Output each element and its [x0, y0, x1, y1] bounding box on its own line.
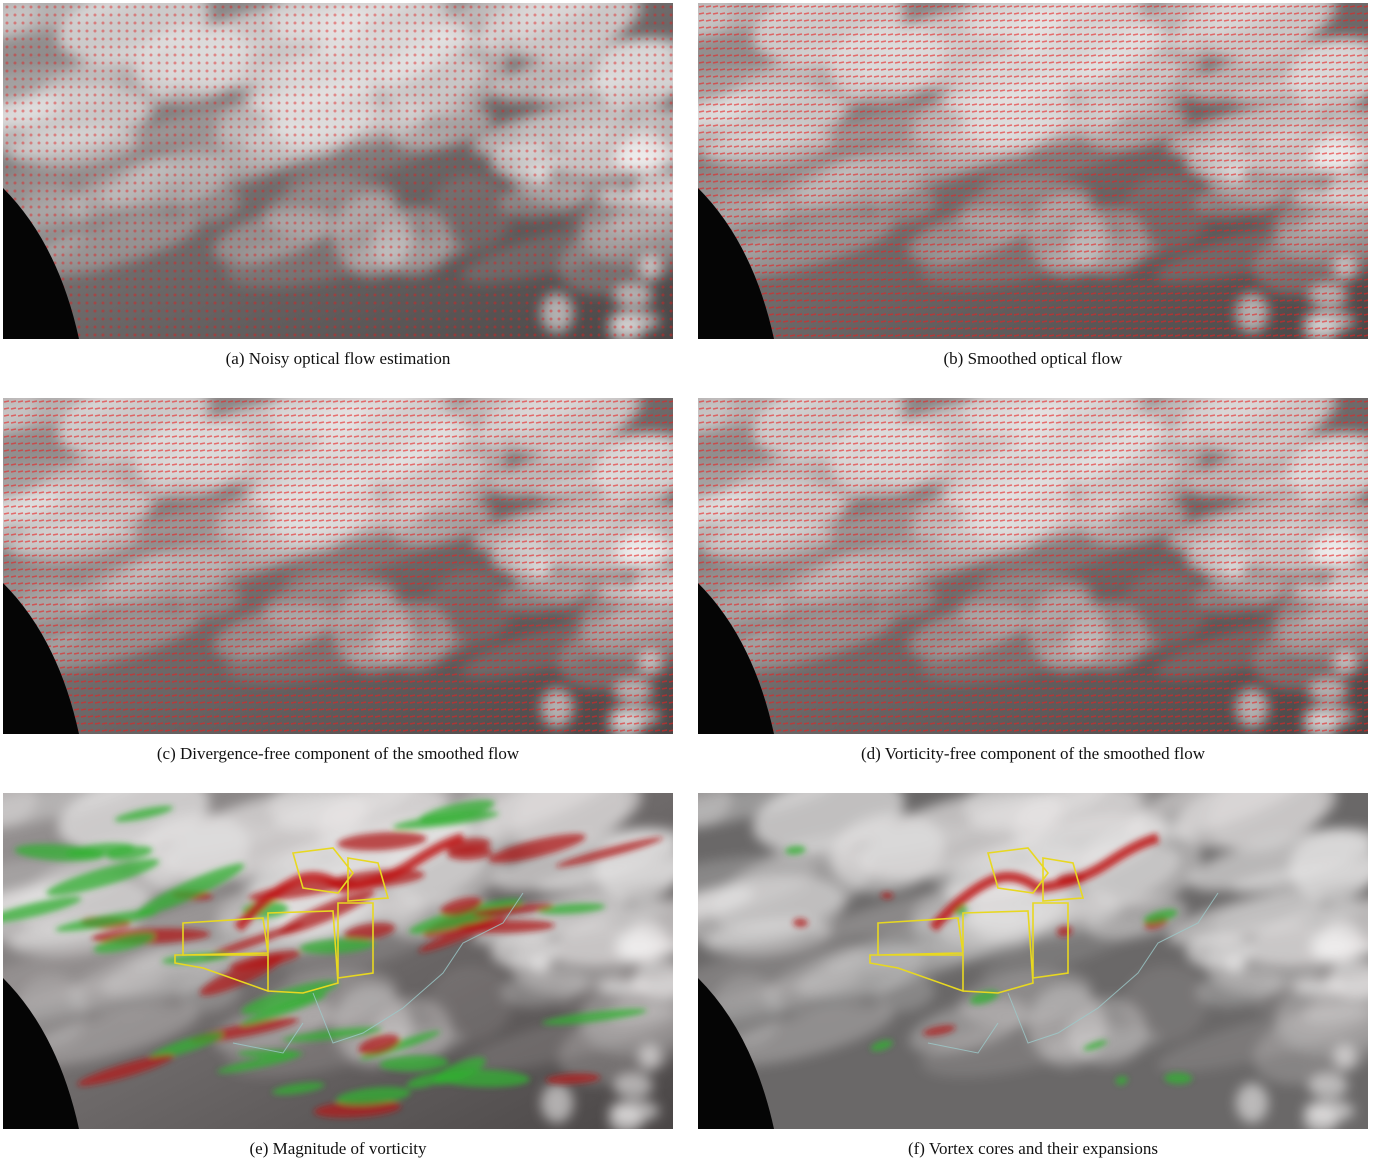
cloud: [541, 1083, 573, 1123]
cloud: [1186, 933, 1253, 969]
cloud: [491, 933, 558, 969]
caption: (b) Smoothed optical flow: [944, 349, 1124, 368]
cloud: [1236, 1083, 1268, 1123]
cloud: [613, 1074, 653, 1098]
flow-vectors: [3, 3, 673, 339]
image-content: [594, 0, 1387, 344]
image-content: [594, 344, 1387, 739]
flow-vectors: [698, 398, 1368, 734]
flow-vectors: [698, 3, 1368, 339]
image-content: [594, 739, 1387, 1134]
image-content: [0, 0, 786, 344]
figure: (a) Noisy optical flow estimation (b) Smo…: [0, 0, 1387, 1165]
cloud: [1327, 960, 1385, 999]
panel-image: [0, 344, 786, 739]
panel-image: [0, 739, 786, 1134]
panel-image: [0, 0, 786, 344]
cloud: [1308, 1074, 1348, 1098]
caption: (c) Divergence-free component of the smo…: [157, 744, 520, 763]
image-content: [0, 344, 786, 739]
cloud: [1313, 939, 1382, 958]
panel-image: [594, 739, 1387, 1134]
cloud: [618, 939, 687, 958]
cloud: [1304, 1106, 1338, 1133]
caption: (d) Vorticity-free component of the smoo…: [861, 744, 1206, 763]
cloud: [632, 960, 690, 999]
flow-vectors: [3, 398, 673, 734]
caption: (e) Magnitude of vorticity: [249, 1139, 427, 1158]
cloud: [638, 1045, 662, 1070]
panel-image: [594, 344, 1387, 739]
panel-image: [594, 0, 1387, 344]
cloud: [609, 1106, 643, 1133]
image-content: [0, 739, 786, 1134]
caption: (f) Vortex cores and their expansions: [908, 1139, 1158, 1158]
caption: (a) Noisy optical flow estimation: [226, 349, 451, 368]
cloud: [1333, 1045, 1357, 1070]
